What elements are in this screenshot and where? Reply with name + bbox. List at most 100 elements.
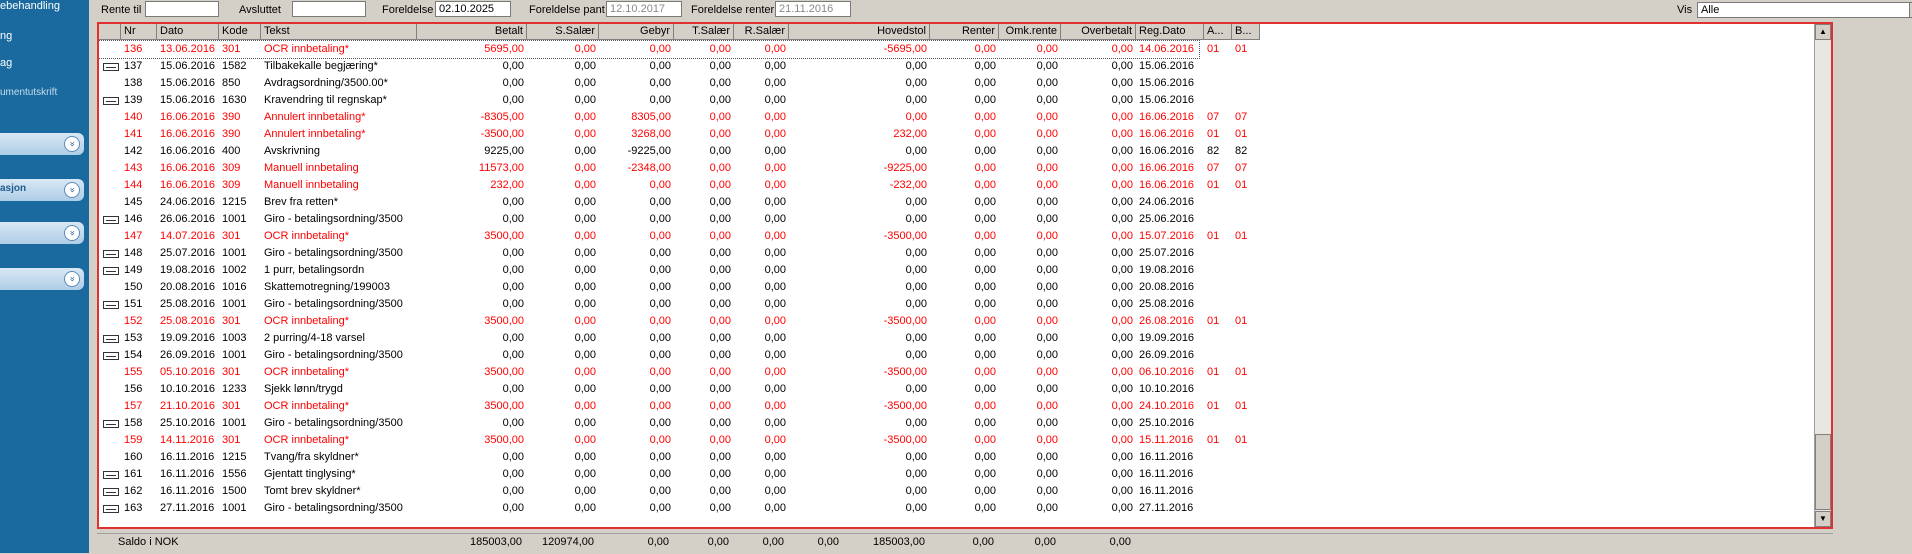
chevron-down-icon[interactable]: » (64, 182, 80, 198)
cell-hoved: -3500,00 (883, 434, 927, 446)
table-row[interactable]: 138 15.06.2016 850 Avdragsordning/3500.00* 0… (99, 75, 1199, 92)
column-header-5[interactable]: Betalt (417, 24, 527, 40)
chevron-down-icon[interactable]: » (64, 136, 80, 152)
table-row[interactable]: 158 25.10.2016 1001 Giro - betalingsordning… (99, 415, 1199, 432)
table-row[interactable]: 159 14.11.2016 301 OCR innbetaling* 3500,00 0… (99, 432, 1247, 449)
column-header-15[interactable]: A... (1204, 24, 1232, 40)
column-header-9[interactable]: R.Salær (734, 24, 789, 40)
table-row[interactable]: 155 05.10.2016 301 OCR innbetaling* 3500,00 0… (99, 364, 1247, 381)
table-row[interactable]: 160 16.11.2016 1215 Tvang/fra skyldner* 0,00… (99, 449, 1199, 466)
cell-betalt: 0,00 (502, 247, 524, 259)
chevron-down-icon[interactable]: » (64, 225, 80, 241)
table-row[interactable]: 141 16.06.2016 390 Annulert innbetaling* -35… (99, 126, 1247, 143)
cell-tekst: Tilbakekalle begjæring* (264, 60, 378, 72)
summary-rsalaer-2: 0,00 (817, 536, 839, 548)
table-row[interactable]: 136 13.06.2016 301 OCR innbetaling* 5695,00 0… (99, 40, 1247, 59)
column-header-10[interactable]: Hovedstol (789, 24, 930, 40)
cell-ssal: 0,00 (574, 77, 596, 89)
sidebar-item-3[interactable]: umentutskrift (0, 87, 58, 98)
rente-til-field[interactable] (145, 1, 219, 17)
table-row[interactable]: 150 20.08.2016 1016 Skattemotregning/199003… (99, 279, 1199, 296)
table-row[interactable]: 145 24.06.2016 1215 Brev fra retten* 0,00 0,0… (99, 194, 1199, 211)
column-header-8[interactable]: T.Salær (674, 24, 734, 40)
scroll-thumb[interactable] (1815, 434, 1831, 510)
cell-hoved: 0,00 (905, 60, 927, 72)
foreldelse-field[interactable]: 02.10.2025 (435, 1, 511, 17)
column-header-12[interactable]: Omk.rente (999, 24, 1061, 40)
cell-gebyr: 0,00 (649, 264, 671, 276)
column-header-13[interactable]: Overbetalt (1061, 24, 1136, 40)
avsluttet-field[interactable] (292, 1, 366, 17)
table-row[interactable]: 149 19.08.2016 1002 1 purr, betalingsordn 0,… (99, 262, 1199, 279)
chevron-down-icon[interactable]: ▼ (1909, 3, 1912, 17)
cell-tekst: Annulert innbetaling* (264, 128, 366, 140)
cell-a (1204, 381, 1232, 398)
cell-omk: 0,00 (1036, 94, 1058, 106)
table-row[interactable]: 142 16.06.2016 400 Avskrivning 9225,00 0,00 -9… (99, 143, 1247, 160)
cell-kode: 1500 (222, 485, 247, 497)
table-row[interactable]: 148 25.07.2016 1001 Giro - betalingsordning… (99, 245, 1199, 262)
table-row[interactable]: 162 16.11.2016 1500 Tomt brev skyldner* 0,00… (99, 483, 1199, 500)
foreldelse-pant-field[interactable]: 12.10.2017 (606, 1, 682, 17)
column-header-1[interactable]: Nr (121, 24, 157, 40)
sidebar-item-1[interactable]: ng (0, 30, 13, 42)
table-row[interactable]: 143 16.06.2016 309 Manuell innbetaling 11573… (99, 160, 1247, 177)
sidebar-section-2[interactable]: » (0, 222, 84, 244)
cell-rsal: 0,00 (764, 485, 786, 497)
cell-nr: 154 (124, 349, 143, 361)
sidebar-item-2[interactable]: ag (0, 57, 13, 69)
cell-rsal: 0,00 (764, 213, 786, 225)
cell-omk: 0,00 (1036, 298, 1058, 310)
cell-hoved: 0,00 (905, 417, 927, 429)
cell-kode: 1003 (222, 332, 247, 344)
column-header-4[interactable]: Tekst (261, 24, 417, 40)
cell-dato: 15.06.2016 (160, 77, 216, 89)
column-header-3[interactable]: Kode (219, 24, 261, 40)
table-row[interactable]: 161 16.11.2016 1556 Gjentatt tinglysing* 0,0… (99, 466, 1199, 483)
table-row[interactable]: 153 19.09.2016 1003 2 purring/4-18 varsel 0,… (99, 330, 1199, 347)
chevron-down-icon[interactable]: » (64, 271, 80, 287)
sidebar-section-3[interactable]: » (0, 268, 84, 290)
sidebar-section-0[interactable]: » (0, 133, 84, 155)
cell-b (1232, 415, 1260, 432)
table-row[interactable]: 163 27.11.2016 1001 Giro - betalingsordning… (99, 500, 1199, 517)
column-header-7[interactable]: Gebyr (599, 24, 674, 40)
cell-gebyr: 0,00 (649, 281, 671, 293)
foreldelse-renter-field[interactable]: 21.11.2016 (775, 1, 851, 17)
cell-dato: 26.09.2016 (160, 349, 216, 361)
column-header-11[interactable]: Renter (930, 24, 999, 40)
column-header-6[interactable]: S.Salær (527, 24, 599, 40)
sidebar-section-1[interactable]: asjon » (0, 179, 84, 201)
cell-dato: 25.08.2016 (160, 315, 216, 327)
cell-hoved: 0,00 (905, 196, 927, 208)
vertical-scrollbar[interactable]: ▲ ▼ (1814, 24, 1831, 527)
column-header-14[interactable]: Reg.Dato (1136, 24, 1204, 40)
cell-hoved: 0,00 (905, 213, 927, 225)
scroll-down-button[interactable]: ▼ (1815, 511, 1831, 527)
table-row[interactable]: 137 15.06.2016 1582 Tilbakekalle begjæring*… (99, 58, 1199, 75)
cell-gebyr: 0,00 (649, 77, 671, 89)
table-row[interactable]: 151 25.08.2016 1001 Giro - betalingsordning… (99, 296, 1199, 313)
cell-reg: 26.08.2016 (1139, 315, 1195, 327)
table-row[interactable]: 154 26.09.2016 1001 Giro - betalingsordning… (99, 347, 1199, 364)
cell-tekst: Giro - betalingsordning/3500 (264, 417, 403, 429)
cell-dato: 25.08.2016 (160, 298, 216, 310)
table-row[interactable]: 156 10.10.2016 1233 Sjekk lønn/trygd 0,00 0,0… (99, 381, 1199, 398)
table-row[interactable]: 144 16.06.2016 309 Manuell innbetaling 232,0… (99, 177, 1247, 194)
table-row[interactable]: 139 15.06.2016 1630 Kravendring til regnska… (99, 92, 1199, 109)
column-header-2[interactable]: Dato (157, 24, 219, 40)
cell-dato: 15.06.2016 (160, 60, 216, 72)
table-row[interactable]: 152 25.08.2016 301 OCR innbetaling* 3500,00 0… (99, 313, 1247, 330)
cell-omk: 0,00 (1036, 417, 1058, 429)
column-header-0[interactable] (99, 24, 121, 40)
table-row[interactable]: 157 21.10.2016 301 OCR innbetaling* 3500,00 0… (99, 398, 1247, 415)
table-row[interactable]: 146 26.06.2016 1001 Giro - betalingsordning… (99, 211, 1199, 228)
sidebar-item-0[interactable]: ebehandling (0, 0, 60, 12)
scroll-up-button[interactable]: ▲ (1815, 24, 1831, 40)
table-row[interactable]: 140 16.06.2016 390 Annulert innbetaling* -83… (99, 109, 1247, 126)
cell-tsal: 0,00 (709, 349, 731, 361)
table-row[interactable]: 147 14.07.2016 301 OCR innbetaling* 3500,00 0… (99, 228, 1247, 245)
cell-renter: 0,00 (974, 366, 996, 378)
column-header-16[interactable]: B... (1232, 24, 1260, 40)
vis-select[interactable]: Alle ▼ (1697, 2, 1912, 18)
